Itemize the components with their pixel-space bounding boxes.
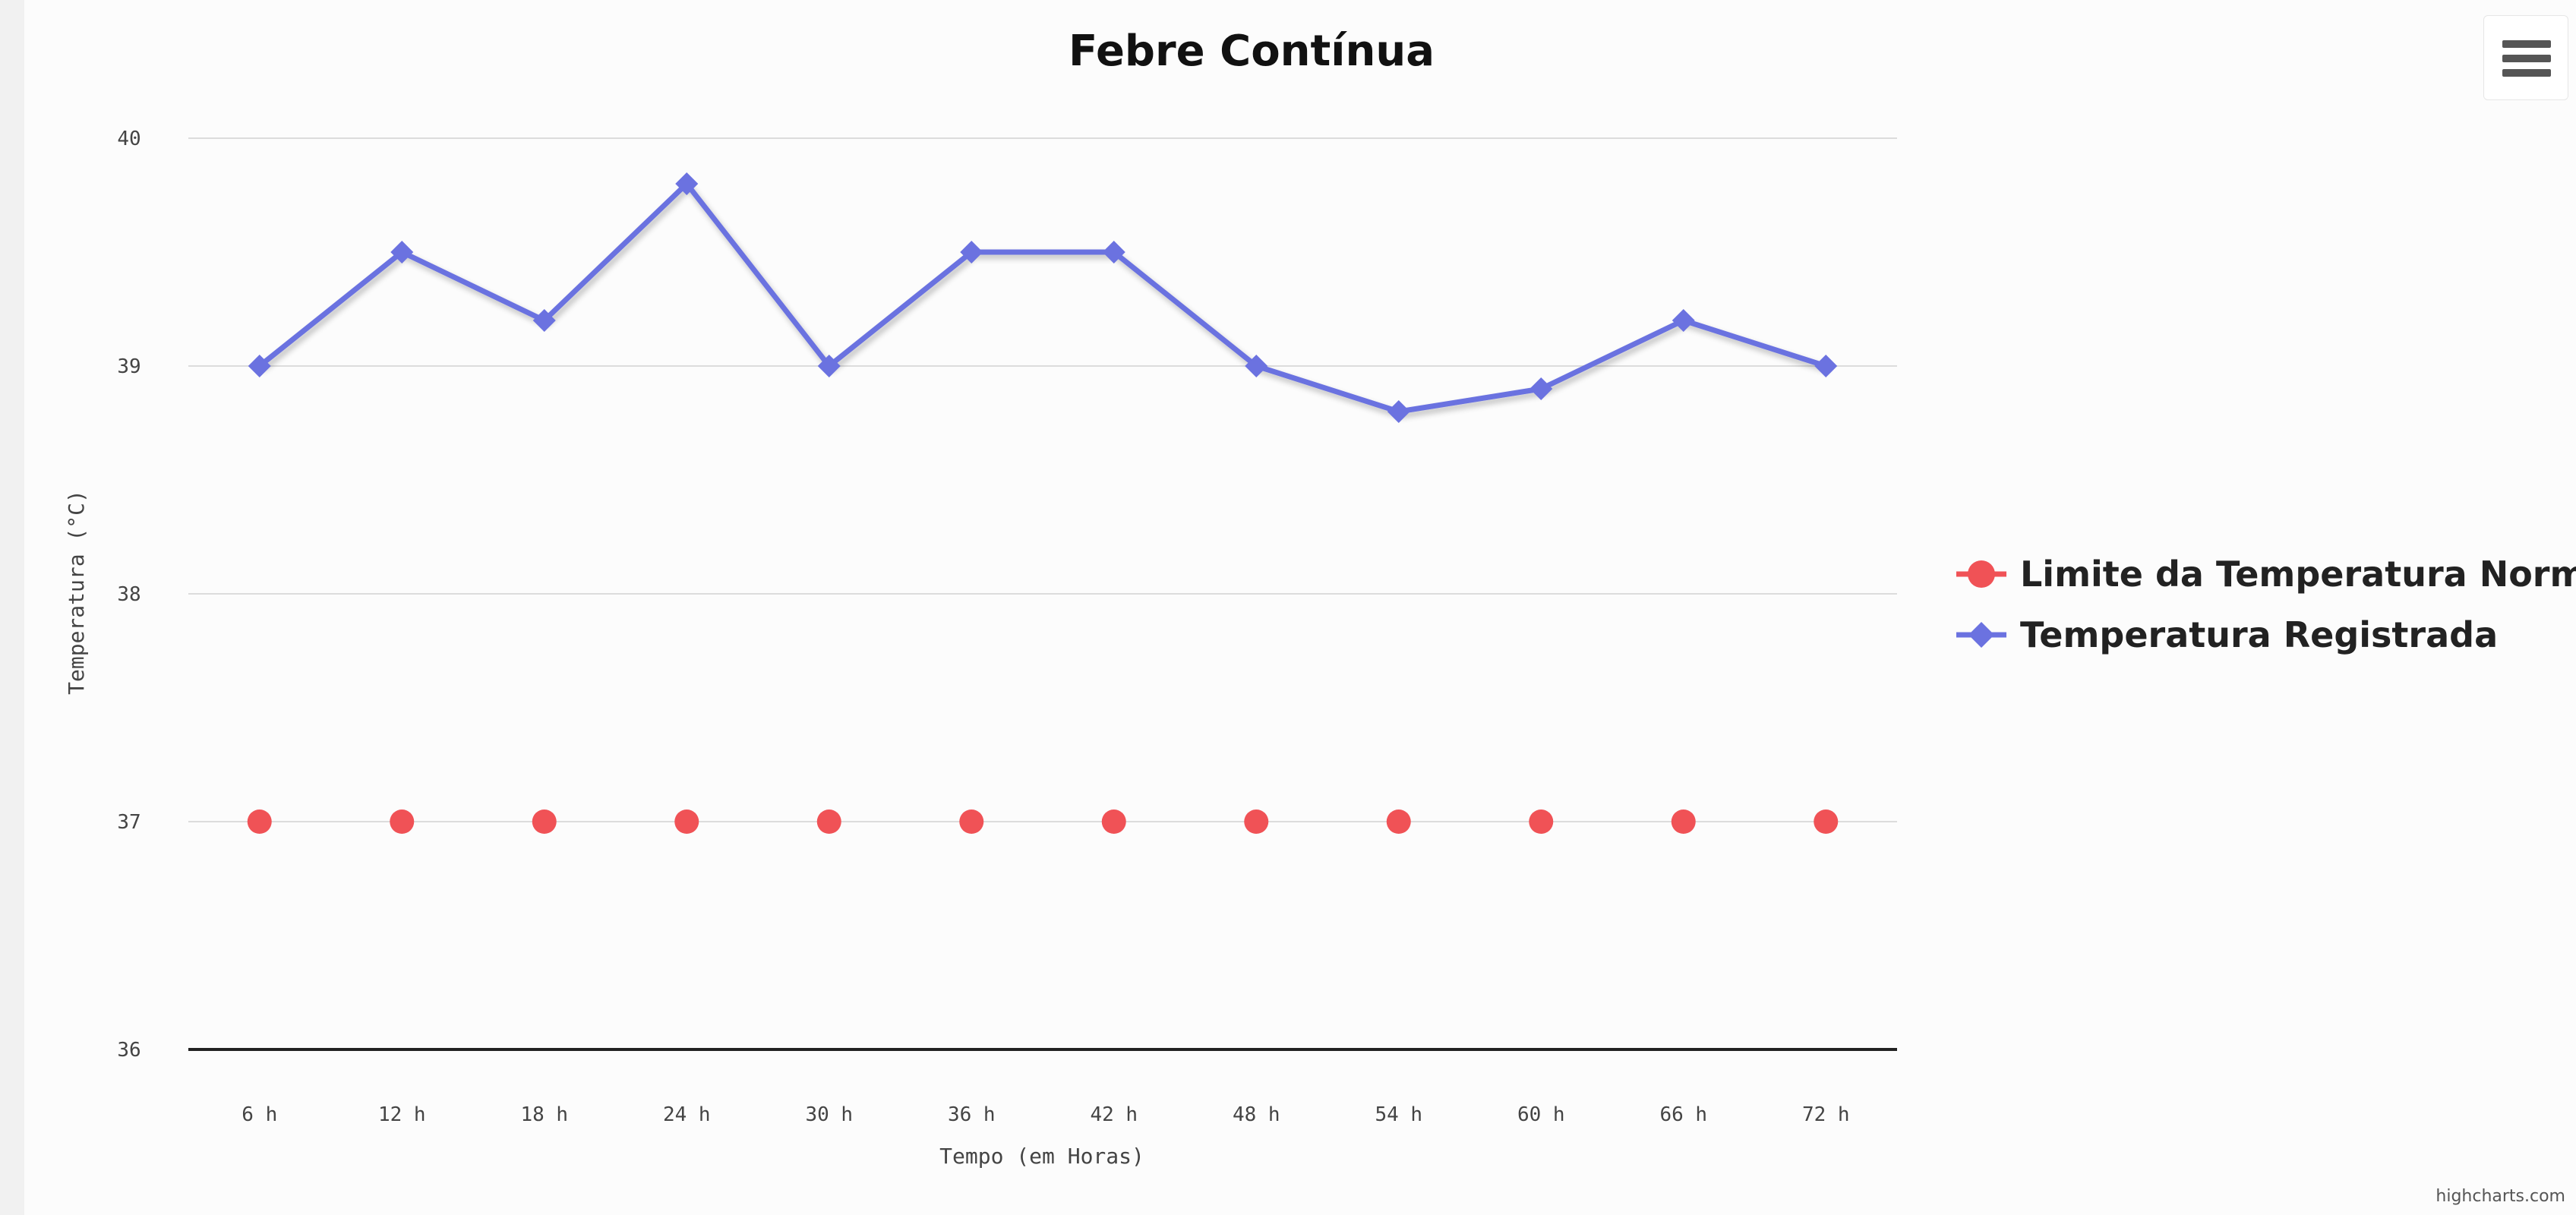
series-2 [248,172,1838,423]
data-point[interactable] [817,355,841,377]
legend-item[interactable]: Temperatura Registrada [1956,614,2498,655]
axis-layer: 36 37 38 39 40 6 h 12 h 18 h 24 h 30 h 36 h 42 h 48 … [117,128,1897,1126]
x-tick-label: 42 h [1090,1103,1138,1126]
grid-layer [188,137,1897,822]
y-axis-title: Temperatura (°C) [64,490,89,695]
data-point[interactable] [1671,809,1696,834]
data-point[interactable] [816,809,841,834]
x-tick-label: 12 h [378,1103,426,1126]
data-point[interactable] [1814,355,1838,377]
data-point[interactable] [1387,400,1410,423]
data-point[interactable] [1386,809,1411,834]
y-tick-label: 40 [117,128,140,150]
legend-label: Limite da Temperatura Normal [2020,554,2576,595]
data-point[interactable] [1672,309,1695,332]
chart-menu-button[interactable] [2483,15,2568,100]
data-point[interactable] [1245,355,1268,377]
legend-marker [1968,560,1995,588]
data-point[interactable] [247,809,272,834]
left-border-strip [0,0,24,1215]
data-point[interactable] [960,241,983,264]
data-point[interactable] [390,809,415,834]
x-tick-label: 24 h [663,1103,711,1126]
data-point[interactable] [675,172,699,195]
y-tick-label: 39 [117,355,140,378]
series-line [257,181,1827,415]
data-point[interactable] [532,309,556,332]
x-tick-label: 54 h [1375,1103,1422,1126]
legend: Limite da Temperatura Normal Temperatura … [1956,554,2576,655]
x-tick-label: 72 h [1802,1103,1850,1126]
legend-item[interactable]: Limite da Temperatura Normal [1956,554,2576,595]
y-tick-label: 38 [117,583,140,606]
data-point[interactable] [248,355,271,377]
x-tick-label: 30 h [805,1103,853,1126]
x-tick-label: 66 h [1659,1103,1707,1126]
legend-marker [1968,622,1994,648]
x-tick-label: 36 h [948,1103,996,1126]
y-tick-label: 37 [117,811,140,834]
x-tick-label: 18 h [520,1103,568,1126]
x-tick-label: 6 h [242,1103,277,1126]
x-axis-title: Tempo (em Horas) [939,1144,1144,1169]
data-point[interactable] [959,809,984,834]
data-point[interactable] [674,809,699,834]
x-tick-label: 60 h [1517,1103,1565,1126]
data-point[interactable] [390,241,414,264]
series-layer [247,172,1839,834]
chart-title: Febre Contínua [1069,27,1435,76]
series-1 [247,809,1839,834]
data-point[interactable] [532,809,557,834]
data-point[interactable] [1530,377,1553,400]
y-tick-label: 36 [117,1039,140,1062]
credit-link[interactable]: highcharts.com [2436,1187,2565,1206]
data-point[interactable] [1244,809,1269,834]
legend-label: Temperatura Registrada [2020,614,2498,655]
data-point[interactable] [1102,241,1125,264]
x-tick-label: 48 h [1233,1103,1280,1126]
data-point[interactable] [1101,809,1126,834]
data-point[interactable] [1814,809,1839,834]
data-point[interactable] [1529,809,1554,834]
